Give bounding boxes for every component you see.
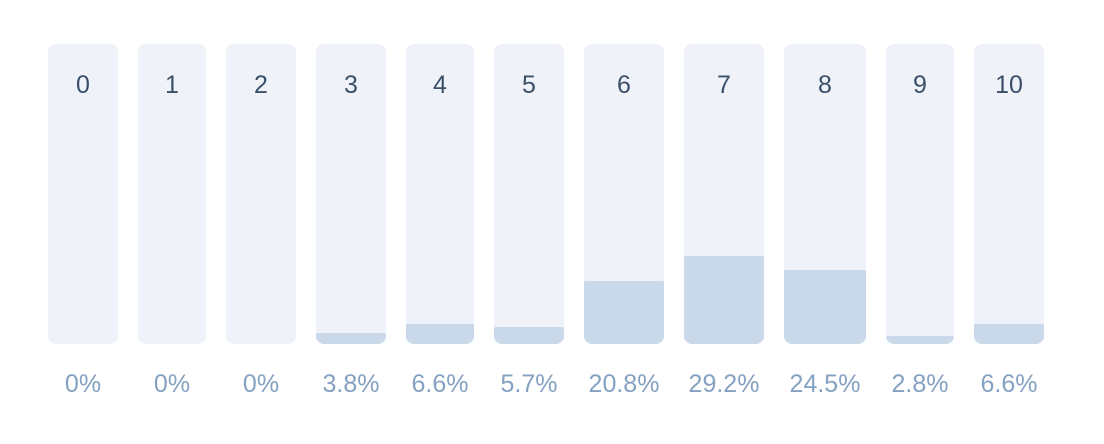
- score-bar: [584, 281, 664, 344]
- score-bar: [684, 256, 764, 344]
- score-column-track: [886, 44, 954, 344]
- percent-label: 0%: [64, 370, 102, 398]
- percent-label: 0%: [242, 370, 280, 398]
- score-column-track: [226, 44, 296, 344]
- score-label: 6: [617, 71, 631, 99]
- score-column-track: [974, 44, 1044, 344]
- score-column-track: [316, 44, 386, 344]
- score-bar: [494, 327, 564, 344]
- score-bar: [974, 324, 1044, 344]
- percent-label: 2.8%: [891, 370, 949, 398]
- score-column-track: [494, 44, 564, 344]
- score-label: 5: [522, 71, 536, 99]
- score-label: 8: [818, 71, 832, 99]
- score-label: 4: [433, 71, 447, 99]
- score-bar: [784, 270, 866, 344]
- percent-label: 24.5%: [789, 370, 861, 398]
- score-column-track: [584, 44, 664, 344]
- score-column-track: [48, 44, 118, 344]
- percent-label: 6.6%: [980, 370, 1038, 398]
- percent-label: 20.8%: [588, 370, 660, 398]
- score-column-track: [406, 44, 474, 344]
- score-label: 9: [913, 71, 927, 99]
- score-label: 7: [717, 71, 731, 99]
- percent-label: 5.7%: [500, 370, 558, 398]
- score-bar: [886, 336, 954, 344]
- score-bar: [406, 324, 474, 344]
- score-label: 1: [165, 71, 179, 99]
- percent-label: 29.2%: [688, 370, 760, 398]
- percent-label: 0%: [153, 370, 191, 398]
- score-column-track: [784, 44, 866, 344]
- score-bar: [316, 333, 386, 344]
- percent-label: 3.8%: [322, 370, 380, 398]
- score-label: 3: [344, 71, 358, 99]
- score-label: 10: [995, 71, 1023, 99]
- percent-label: 6.6%: [411, 370, 469, 398]
- score-column-track: [684, 44, 764, 344]
- score-column-track: [138, 44, 206, 344]
- score-label: 0: [76, 71, 90, 99]
- score-label: 2: [254, 71, 268, 99]
